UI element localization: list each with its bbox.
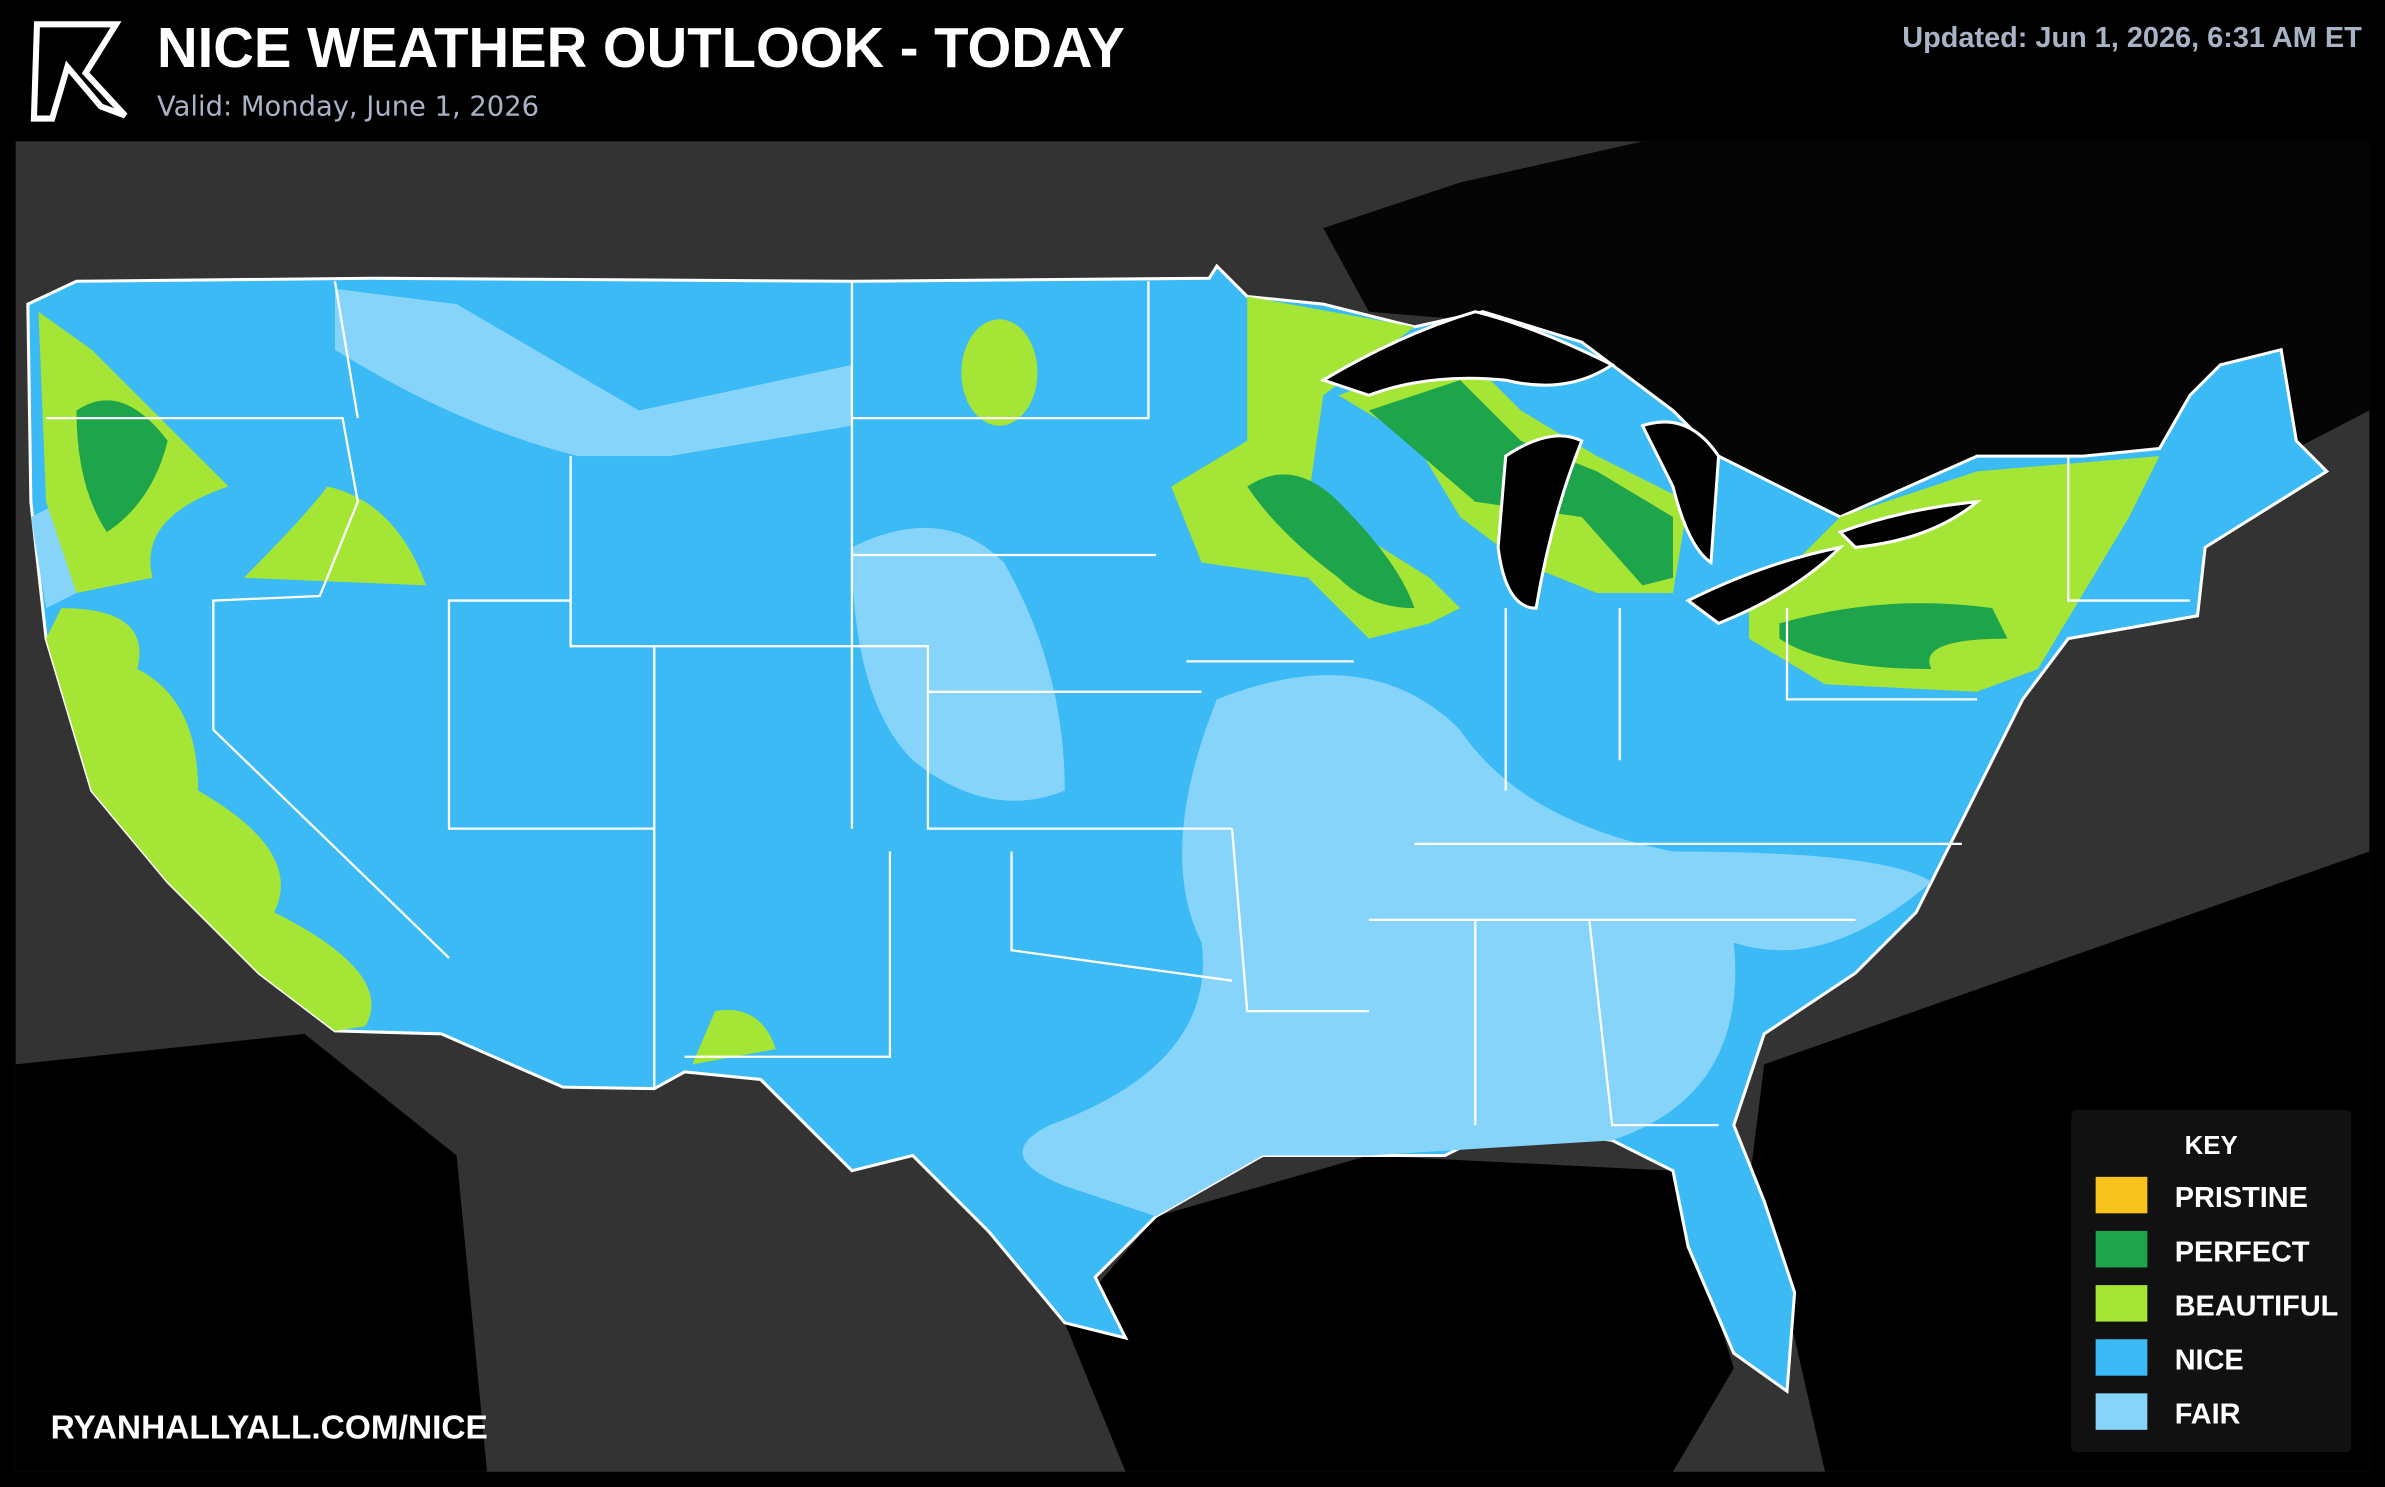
legend-label: NICE — [2175, 1345, 2244, 1377]
subtitle: Valid: Monday, June 1, 2026 — [157, 92, 539, 123]
legend-label: PERFECT — [2175, 1236, 2310, 1268]
legend-swatch — [2095, 1339, 2148, 1376]
pacific — [15, 1033, 488, 1472]
state-lines — [46, 281, 2190, 1127]
fair-areas — [30, 288, 1932, 1217]
updated: Updated: Jun 1, 2026, 6:31 AM ET — [1902, 22, 2362, 54]
legend-label: PRISTINE — [2175, 1182, 2308, 1214]
footer-url: RYANHALLYALL.COM/NICE — [51, 1409, 488, 1446]
legend-title: KEY — [2185, 1132, 2238, 1160]
title: NICE WEATHER OUTLOOK - TODAY — [157, 16, 1125, 79]
legend-swatch — [2095, 1230, 2148, 1268]
legend-swatch — [2095, 1393, 2148, 1430]
legend-swatch — [2095, 1176, 2148, 1214]
legend: KEY PRISTINE PERFECT BEAUTIFUL NICE FAIR — [2071, 1109, 2352, 1453]
legend-swatch — [2095, 1285, 2148, 1322]
great-lakes — [1319, 310, 1982, 626]
legend-label: FAIR — [2175, 1399, 2241, 1431]
gulf — [1064, 1155, 1734, 1472]
map — [15, 141, 2370, 1472]
logo — [30, 21, 128, 122]
legend-label: BEAUTIFUL — [2175, 1290, 2339, 1322]
